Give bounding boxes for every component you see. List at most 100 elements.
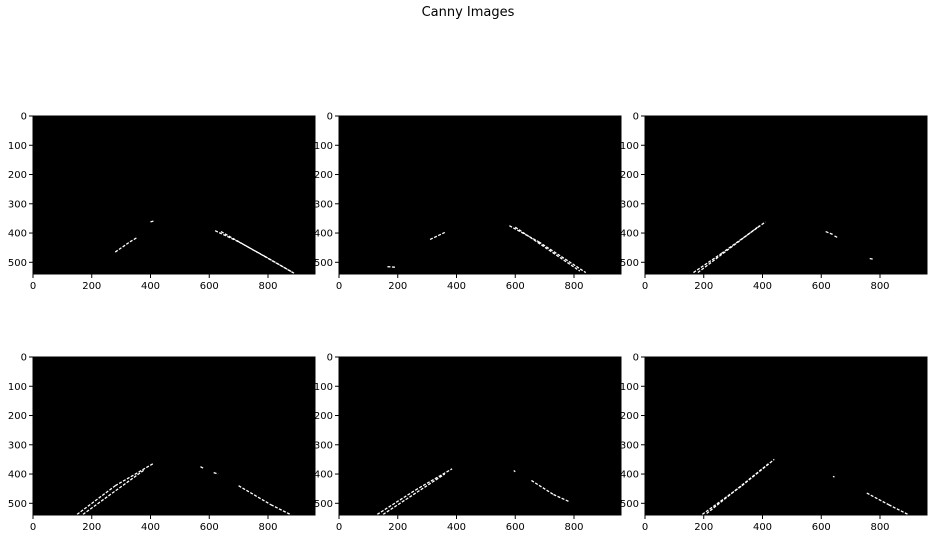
y-tick-label: 500 (314, 258, 333, 269)
x-tick-label: 800 (870, 522, 889, 533)
edge-segment (387, 266, 397, 268)
panel-frame (644, 115, 928, 275)
edge-segment (220, 231, 295, 274)
panel-frame (644, 356, 928, 516)
edge-segment (538, 241, 587, 274)
x-tick-label: 200 (388, 281, 407, 292)
edge-segment (693, 252, 722, 274)
x-tick-label: 0 (642, 522, 648, 533)
edge-segment (382, 473, 446, 515)
y-tick-label: 500 (8, 258, 27, 269)
x-tick-label: 600 (200, 281, 219, 292)
panel-image (33, 116, 315, 274)
x-tick-label: 0 (30, 522, 36, 533)
x-tick-label: 200 (694, 281, 713, 292)
y-tick-label: 400 (620, 229, 639, 240)
edge-segment (76, 485, 116, 515)
panel-frame (32, 356, 316, 516)
edge-segment (82, 469, 146, 515)
x-tick-label: 600 (812, 522, 831, 533)
edge-segment (509, 225, 540, 243)
edge-segment (869, 257, 875, 261)
edge-segment (697, 225, 760, 274)
y-tick-label: 0 (633, 112, 639, 123)
x-tick-label: 0 (336, 281, 342, 292)
panel-6: 0 200 400 600 800 0 100 200 300 400 500 (620, 353, 928, 533)
y-tick-label: 0 (327, 353, 333, 364)
figure-title: Canny Images (421, 5, 515, 20)
x-tick-label: 200 (82, 522, 101, 533)
y-tick-label: 300 (620, 440, 639, 451)
edge-segment (825, 230, 834, 236)
y-tick-label: 500 (314, 499, 333, 510)
edge-segment (514, 226, 581, 272)
y-tick-label: 0 (327, 112, 333, 123)
panel-5: 0 200 400 600 800 0 100 200 300 400 500 (314, 353, 622, 533)
edge-segment (114, 241, 131, 253)
y-tick-label: 400 (8, 229, 27, 240)
edge-segment (513, 470, 516, 473)
edge-segment (270, 504, 292, 516)
edge-segment (866, 492, 890, 506)
y-tick-label: 300 (314, 440, 333, 451)
edge-segment (129, 236, 138, 243)
y-tick-label: 0 (21, 112, 27, 123)
x-tick-label: 400 (141, 522, 160, 533)
edge-segment (376, 489, 416, 515)
x-tick-label: 0 (336, 522, 342, 533)
y-tick-label: 300 (8, 440, 27, 451)
y-tick-label: 400 (8, 470, 27, 481)
panel-image (339, 357, 621, 515)
x-tick-label: 600 (506, 281, 525, 292)
edge-segment (429, 231, 446, 241)
edge-segment (720, 221, 766, 255)
y-tick-label: 0 (21, 353, 27, 364)
y-tick-label: 300 (8, 199, 27, 210)
y-tick-label: 400 (314, 470, 333, 481)
y-tick-label: 200 (8, 170, 27, 181)
panel-frame (338, 115, 622, 275)
y-tick-label: 500 (8, 499, 27, 510)
x-tick-label: 600 (200, 522, 219, 533)
x-tick-label: 400 (447, 522, 466, 533)
x-tick-label: 0 (642, 281, 648, 292)
y-tick-label: 300 (314, 199, 333, 210)
panel-4: 0 200 400 600 800 0 100 200 300 400 500 (8, 353, 316, 533)
panel-image (339, 116, 621, 274)
y-tick-label: 200 (620, 411, 639, 422)
x-tick-label: 800 (564, 281, 583, 292)
y-tick-label: 100 (8, 382, 27, 393)
y-tick-label: 200 (314, 170, 333, 181)
edge-segment (150, 220, 156, 223)
panel-image (33, 357, 315, 515)
x-tick-label: 400 (753, 522, 772, 533)
edge-segment (888, 504, 909, 515)
x-tick-label: 400 (141, 281, 160, 292)
panel-image (645, 357, 927, 515)
y-tick-label: 0 (633, 353, 639, 364)
y-tick-label: 400 (314, 229, 333, 240)
y-tick-label: 100 (314, 141, 333, 152)
y-tick-label: 200 (620, 170, 639, 181)
edge-segment (213, 471, 219, 475)
y-tick-label: 100 (314, 382, 333, 393)
panel-1: 0 200 400 600 800 0 100 200 300 400 500 (8, 112, 316, 292)
panel-frame (32, 115, 316, 275)
x-tick-label: 0 (30, 281, 36, 292)
x-tick-label: 800 (258, 522, 277, 533)
edge-segment (114, 463, 154, 487)
edge-segment (553, 493, 570, 503)
y-tick-label: 200 (314, 411, 333, 422)
x-tick-label: 400 (753, 281, 772, 292)
y-tick-label: 100 (620, 141, 639, 152)
edge-segment (200, 466, 204, 469)
panel-2: 0 200 400 600 800 0 100 200 300 400 500 (314, 112, 622, 292)
x-tick-label: 200 (388, 522, 407, 533)
edge-segment (238, 485, 272, 506)
y-tick-label: 500 (620, 258, 639, 269)
panel-image (645, 116, 927, 274)
edge-segment (832, 475, 835, 478)
edge-segment (415, 468, 453, 491)
x-tick-label: 800 (258, 281, 277, 292)
